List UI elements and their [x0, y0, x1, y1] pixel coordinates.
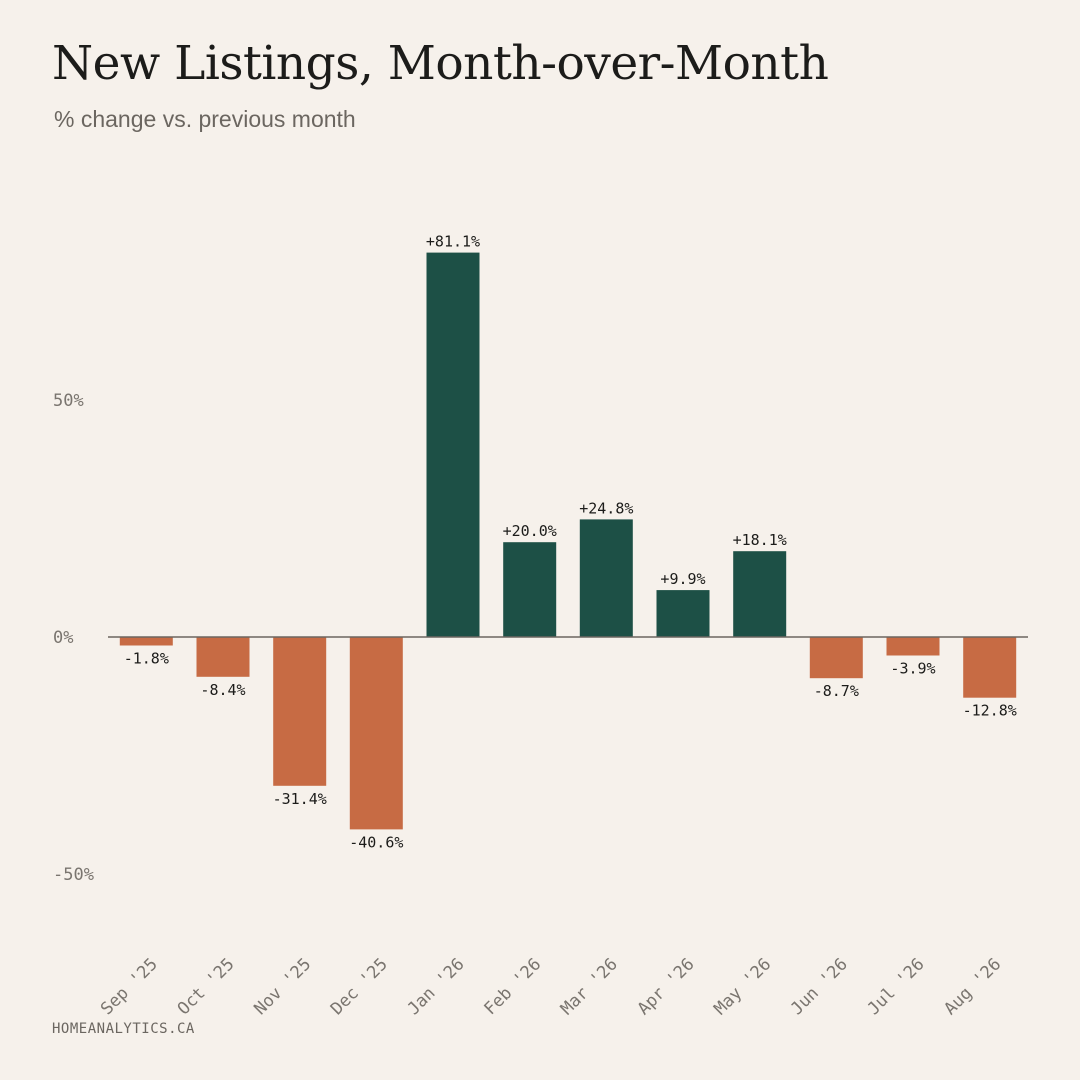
x-tick-label: May '26 [710, 954, 775, 1019]
bar [656, 590, 710, 637]
bar [733, 551, 787, 637]
y-tick-label: 0% [53, 628, 73, 648]
x-tick-label: Jun '26 [787, 954, 852, 1019]
x-tick-label: Sep '25 [97, 954, 162, 1019]
x-axis-labels: Sep '25 Oct '25 Nov '25 Dec '25 Jan '26 Feb '… [97, 954, 1005, 1019]
data-label: -8.7% [814, 682, 859, 700]
chart-title: New Listings, Month-over-Month [52, 36, 829, 91]
data-label: +20.0% [503, 522, 557, 540]
data-label: +81.1% [426, 233, 480, 251]
x-tick-label: Dec '25 [327, 954, 392, 1019]
bar [886, 637, 940, 656]
x-tick-label: Apr '26 [634, 954, 699, 1019]
y-tick-label: 50% [53, 391, 84, 411]
data-label: -3.9% [890, 660, 935, 678]
y-tick-label: -50% [53, 865, 94, 885]
data-label: +18.1% [733, 531, 787, 549]
data-labels: -1.8% -8.4% -31.4% -40.6% +81.1% +20.0% +24.8%… [124, 233, 1017, 852]
x-tick-label: Oct '25 [174, 954, 239, 1019]
data-label: +24.8% [579, 499, 633, 517]
bar [579, 519, 633, 637]
bar [426, 252, 480, 637]
data-label: -1.8% [124, 650, 169, 668]
x-tick-label: Aug '26 [940, 954, 1005, 1019]
data-label: -31.4% [273, 790, 327, 808]
data-label: +9.9% [660, 570, 705, 588]
bar [273, 637, 327, 786]
y-axis-ticks: 50% 0% -50% [53, 391, 94, 885]
x-tick-label: Jan '26 [404, 954, 469, 1019]
x-tick-label: Nov '25 [250, 954, 315, 1019]
x-tick-label: Jul '26 [864, 954, 929, 1019]
source-credit: HOMEANALYTICS.CA [52, 1021, 195, 1037]
x-tick-label: Feb '26 [480, 954, 545, 1019]
data-label: -12.8% [963, 702, 1017, 720]
data-label: -8.4% [200, 681, 245, 699]
bar [119, 637, 173, 646]
bars [119, 252, 1017, 830]
x-tick-label: Mar '26 [557, 954, 622, 1019]
data-label: -40.6% [349, 833, 403, 851]
bar [809, 637, 863, 679]
chart-subtitle: % change vs. previous month [54, 106, 356, 132]
bar [503, 542, 557, 637]
bar [196, 637, 250, 677]
bar [349, 637, 403, 830]
bar [963, 637, 1017, 698]
